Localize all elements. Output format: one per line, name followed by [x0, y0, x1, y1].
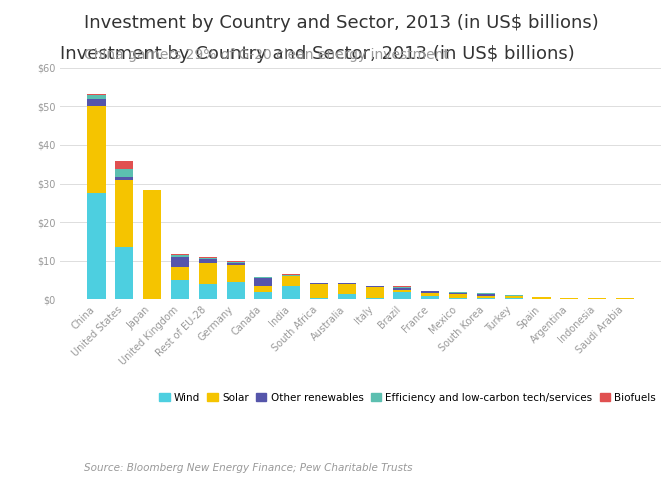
Bar: [116, 161, 134, 169]
Bar: [143, 190, 161, 298]
Bar: [282, 276, 300, 286]
Bar: [171, 255, 189, 257]
Text: Investment by Country and Sector, 2013 (in US$ billions): Investment by Country and Sector, 2013 (…: [60, 45, 575, 63]
Bar: [422, 296, 440, 299]
Bar: [198, 284, 217, 299]
Bar: [88, 99, 106, 106]
Bar: [310, 284, 328, 298]
Bar: [116, 180, 134, 247]
Bar: [504, 296, 523, 297]
Bar: [226, 263, 244, 265]
Bar: [171, 254, 189, 255]
Bar: [449, 298, 467, 299]
Bar: [449, 293, 467, 294]
Bar: [393, 292, 411, 299]
Legend: Wind, Solar, Other renewables, Efficiency and low-carbon tech/services, Biofuels: Wind, Solar, Other renewables, Efficienc…: [159, 393, 656, 403]
Bar: [588, 298, 606, 299]
Bar: [282, 275, 300, 276]
Bar: [477, 296, 495, 298]
Bar: [310, 283, 328, 284]
Bar: [393, 286, 411, 287]
Bar: [616, 298, 634, 299]
Bar: [171, 257, 189, 267]
Bar: [365, 298, 383, 299]
Bar: [477, 298, 495, 299]
Bar: [255, 277, 273, 278]
Bar: [422, 293, 440, 296]
Bar: [365, 286, 383, 287]
Bar: [282, 286, 300, 299]
Bar: [88, 193, 106, 299]
Bar: [393, 288, 411, 290]
Bar: [338, 284, 356, 294]
Bar: [143, 298, 161, 299]
Bar: [116, 177, 134, 180]
Bar: [171, 267, 189, 280]
Bar: [88, 94, 106, 95]
Bar: [365, 287, 383, 298]
Bar: [504, 298, 523, 299]
Bar: [532, 297, 550, 299]
Text: China garners 29% of G-20 clean energy investment: China garners 29% of G-20 clean energy i…: [84, 48, 448, 62]
Bar: [88, 106, 106, 193]
Bar: [393, 290, 411, 292]
Bar: [88, 95, 106, 99]
Bar: [449, 294, 467, 298]
Bar: [422, 291, 440, 293]
Text: Investment by Country and Sector, 2013 (in US$ billions): Investment by Country and Sector, 2013 (…: [84, 14, 599, 32]
Text: Source: Bloomberg New Energy Finance; Pew Charitable Trusts: Source: Bloomberg New Energy Finance; Pe…: [84, 463, 412, 473]
Bar: [338, 294, 356, 299]
Bar: [255, 278, 273, 286]
Bar: [226, 282, 244, 299]
Bar: [116, 169, 134, 177]
Bar: [477, 294, 495, 296]
Bar: [116, 247, 134, 299]
Bar: [310, 298, 328, 299]
Bar: [226, 262, 244, 263]
Bar: [255, 292, 273, 299]
Bar: [198, 258, 217, 259]
Bar: [504, 297, 523, 298]
Bar: [171, 280, 189, 299]
Bar: [226, 265, 244, 282]
Bar: [560, 298, 578, 299]
Bar: [198, 263, 217, 284]
Bar: [198, 259, 217, 263]
Bar: [255, 286, 273, 292]
Bar: [338, 283, 356, 284]
